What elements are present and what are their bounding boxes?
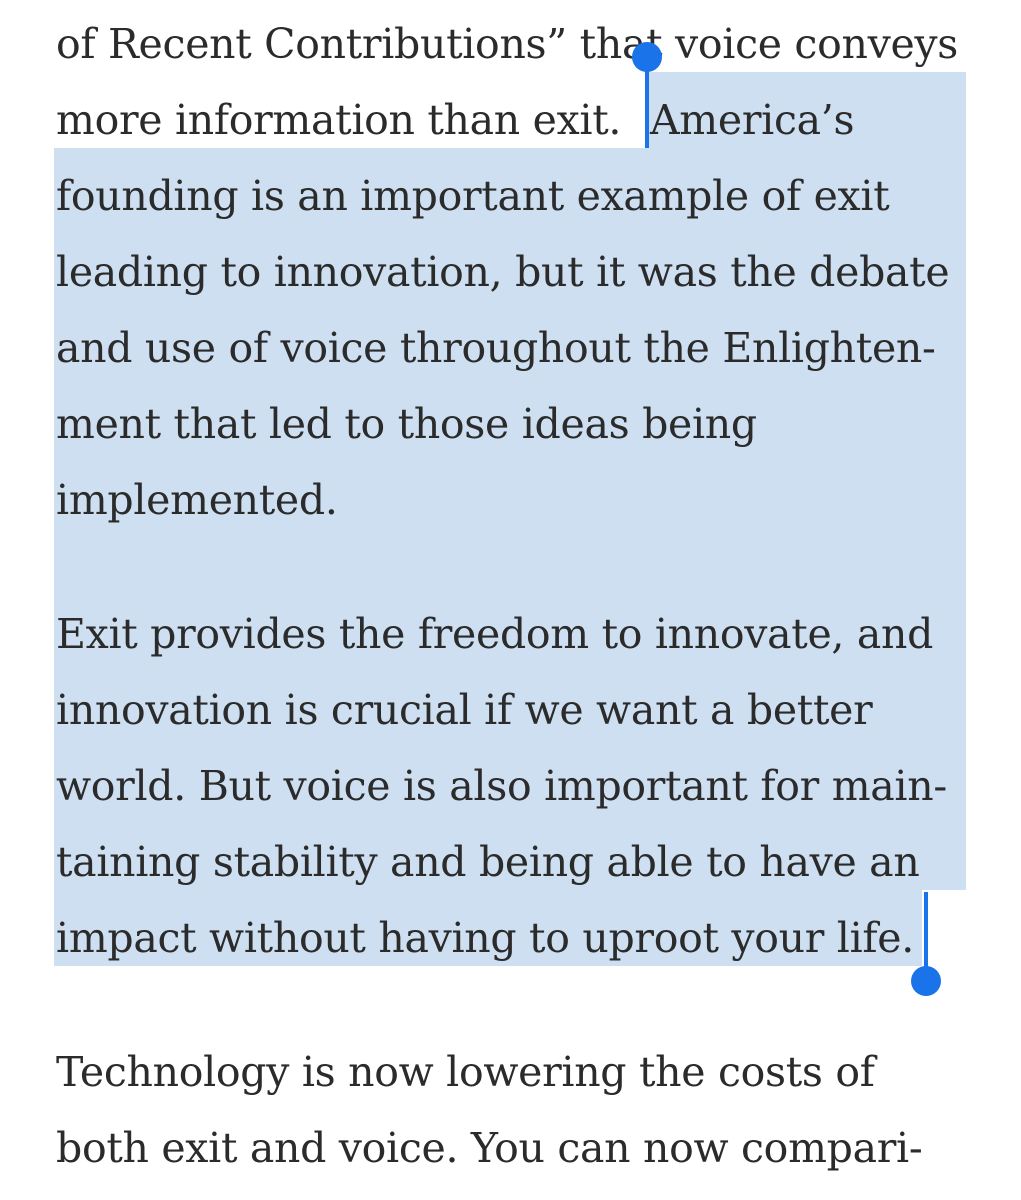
selected-text-line[interactable]: leading to innovation, but it was the de… bbox=[56, 248, 950, 296]
text-line: of Recent Contributions” that voice conv… bbox=[56, 20, 959, 68]
selected-text-line[interactable]: innovation is crucial if we want a bette… bbox=[56, 686, 873, 734]
selected-text-line[interactable]: impact without having to uproot your lif… bbox=[56, 914, 914, 962]
selected-text-line[interactable]: world. But voice is also important for m… bbox=[56, 762, 947, 810]
selection-end-handle-bar[interactable] bbox=[924, 892, 928, 974]
text-line: Technology is now lowering the costs of bbox=[56, 1048, 875, 1096]
selected-text-line[interactable]: founding is an important example of exit bbox=[56, 172, 890, 220]
selected-text-line[interactable]: taining stability and being able to have… bbox=[56, 838, 920, 886]
selection-start-handle-bar[interactable] bbox=[645, 56, 649, 148]
selection-highlight-last-line bbox=[54, 890, 922, 966]
selection-end-handle-knob[interactable] bbox=[911, 966, 941, 996]
text-line: both exit and voice. You can now compari… bbox=[56, 1124, 923, 1172]
selection-highlight-block bbox=[54, 148, 966, 890]
selected-text-line[interactable]: America’s bbox=[650, 96, 855, 144]
selected-text-line[interactable]: implemented. bbox=[56, 476, 338, 524]
text-line: more information than exit. bbox=[56, 96, 622, 144]
selection-highlight-first-line bbox=[646, 72, 966, 148]
selected-text-line[interactable]: Exit provides the freedom to innovate, a… bbox=[56, 610, 934, 658]
selected-text-line[interactable]: ment that led to those ideas being bbox=[56, 400, 757, 448]
selected-text-line[interactable]: and use of voice throughout the Enlighte… bbox=[56, 324, 936, 372]
